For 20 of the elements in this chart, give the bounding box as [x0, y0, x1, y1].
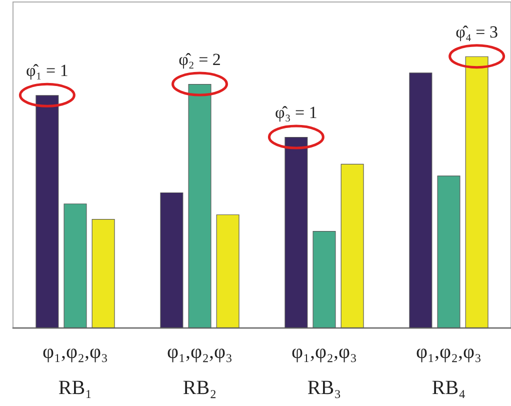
bar: [64, 204, 87, 328]
annotation: φ̂₂ = 2: [178, 50, 221, 70]
bar: [160, 192, 184, 328]
bar: [437, 176, 460, 328]
x-tick-label: φ₁,φ₂,φ₃ RB₂: [166, 341, 233, 399]
annotation: φ̂₃ = 1: [275, 103, 318, 122]
annotation: φ̂₁ = 1: [26, 61, 68, 80]
bar: [216, 214, 240, 328]
bar: [312, 231, 336, 328]
x-tick-label: φ₁,φ₂,φ₃ RB₁: [42, 341, 108, 399]
x-tick-label: φ₁,φ₂,φ₃ RB₃: [291, 341, 358, 399]
bar: [36, 95, 59, 328]
bar: [465, 56, 488, 328]
bar: [409, 72, 432, 328]
bar: [284, 137, 308, 328]
bar: [188, 84, 212, 328]
text: φ̂₄ = 3: [456, 22, 498, 42]
bar: [92, 219, 115, 328]
x-tick-label: φ₁,φ₂,φ₃ RB₄: [416, 341, 482, 399]
bar: [340, 164, 364, 328]
